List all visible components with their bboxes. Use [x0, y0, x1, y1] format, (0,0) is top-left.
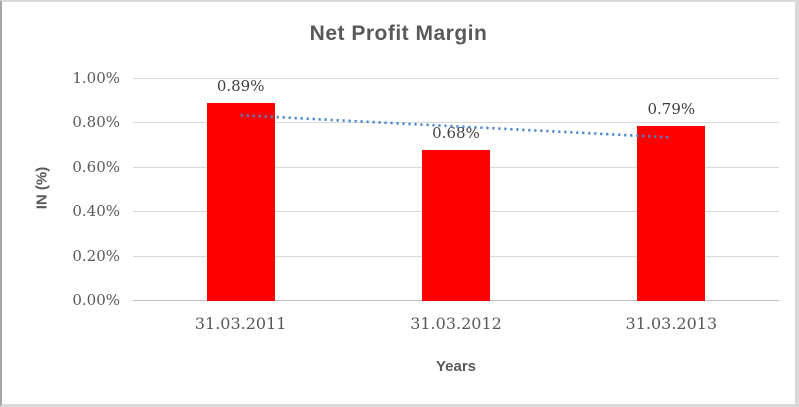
trendline-dotted-line [240, 113, 672, 139]
x-tick-label: 31.03.2013 [625, 314, 718, 333]
y-tick-label: 0.80% [72, 113, 120, 132]
gridline [133, 78, 779, 79]
y-tick-label: 0.40% [72, 202, 120, 221]
bar-31.03.2012 [422, 150, 490, 301]
x-tick-label: 31.03.2011 [194, 314, 287, 333]
bar-value-label: 0.79% [647, 99, 696, 118]
x-tick-label: 31.03.2012 [410, 314, 502, 333]
y-tick-label: 0.20% [72, 246, 120, 265]
chart-title: Net Profit Margin [309, 22, 488, 45]
y-tick-label: 0.00% [72, 291, 120, 309]
plot-area: 0.89% 0.68% 0.79% [133, 77, 779, 301]
bar-value-label: 0.89% [216, 77, 265, 96]
gridline [133, 122, 779, 124]
bar-31.03.2011 [206, 103, 275, 301]
y-tick-label: 0.60% [72, 157, 120, 176]
bar-31.03.2013 [637, 125, 706, 301]
x-axis-title: Years [435, 358, 477, 375]
bar-value-label: 0.68% [432, 124, 480, 143]
y-tick-label: 1.00% [72, 69, 120, 87]
y-axis-title: IN (%) [33, 166, 51, 210]
